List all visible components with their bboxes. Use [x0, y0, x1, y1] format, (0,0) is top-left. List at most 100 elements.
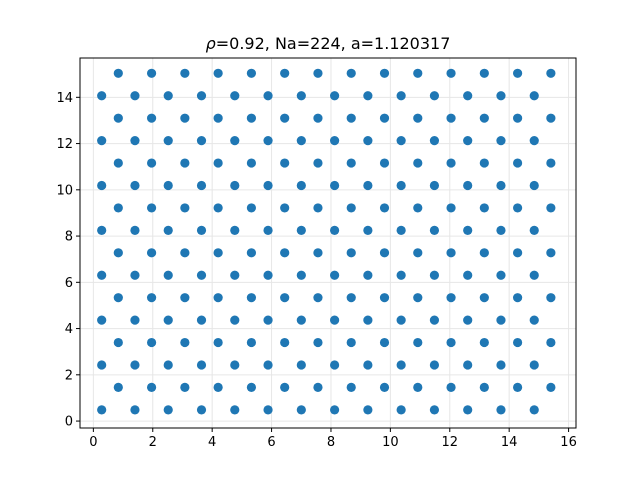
data-point [513, 382, 523, 393]
data-point [396, 91, 406, 101]
data-point [346, 158, 356, 168]
data-point [180, 337, 190, 348]
data-point [363, 225, 373, 235]
data-point [496, 225, 506, 235]
data-point [413, 248, 423, 258]
x-tick-label: 14 [501, 435, 518, 450]
data-point [196, 360, 207, 370]
data-point [429, 180, 440, 191]
data-point [313, 293, 323, 303]
data-point [463, 225, 473, 235]
chart-title: ρ=0.92, Na=224, a=1.120317 [206, 34, 451, 53]
data-point [396, 180, 406, 191]
data-point [230, 136, 240, 146]
y-tick-label: 12 [56, 137, 73, 152]
data-point [97, 360, 107, 370]
data-point [230, 225, 240, 235]
data-point [363, 315, 373, 325]
data-point [513, 248, 523, 258]
data-point [463, 270, 473, 280]
data-point [113, 337, 123, 348]
data-point [180, 113, 190, 123]
data-point [379, 68, 390, 78]
data-point [263, 315, 273, 325]
data-point [363, 180, 373, 191]
data-point [196, 315, 207, 325]
data-point [379, 158, 390, 168]
data-point [213, 293, 223, 303]
data-point [446, 337, 456, 348]
data-point [529, 225, 539, 235]
data-point [479, 337, 489, 348]
y-tick-label: 0 [65, 415, 73, 430]
data-point [330, 136, 340, 146]
data-point [546, 337, 556, 348]
data-point [213, 203, 223, 213]
data-point [330, 270, 340, 280]
x-axis: 0 2 4 6 8 10 12 14 16 [89, 428, 577, 450]
data-point [296, 315, 306, 325]
data-point [130, 180, 140, 191]
data-point [146, 382, 157, 393]
data-point [296, 405, 306, 415]
data-point [446, 68, 456, 78]
data-point [213, 158, 223, 168]
data-point [163, 360, 173, 370]
data-point [396, 270, 406, 280]
data-point [429, 91, 440, 101]
data-point [363, 91, 373, 101]
data-point [413, 113, 423, 123]
x-tick-label: 6 [267, 435, 275, 450]
data-point [413, 68, 423, 78]
data-point [130, 270, 140, 280]
data-point [130, 360, 140, 370]
data-point [97, 91, 107, 101]
data-point [213, 337, 223, 348]
data-point [163, 405, 173, 415]
title-symbol: ρ [206, 34, 216, 53]
data-point [529, 270, 539, 280]
x-tick-label: 0 [89, 435, 97, 450]
data-point [346, 68, 356, 78]
data-point [313, 158, 323, 168]
data-point [313, 113, 323, 123]
data-point [213, 113, 223, 123]
data-point [296, 270, 306, 280]
data-point [413, 203, 423, 213]
data-point [296, 136, 306, 146]
data-point [379, 248, 390, 258]
data-point [479, 293, 489, 303]
data-point [313, 248, 323, 258]
data-point [330, 225, 340, 235]
data-point [263, 136, 273, 146]
data-point [296, 91, 306, 101]
data-point [230, 315, 240, 325]
data-point [280, 293, 290, 303]
data-point [446, 293, 456, 303]
data-point [546, 293, 556, 303]
data-point [346, 113, 356, 123]
data-point [113, 113, 123, 123]
data-point [280, 382, 290, 393]
data-point [113, 248, 123, 258]
data-point [429, 315, 440, 325]
data-point [246, 337, 257, 348]
data-point [496, 180, 506, 191]
data-point [379, 382, 390, 393]
data-point [180, 293, 190, 303]
data-point [163, 315, 173, 325]
data-point [130, 405, 140, 415]
data-point [97, 180, 107, 191]
data-point [97, 315, 107, 325]
data-point [280, 158, 290, 168]
data-point [163, 180, 173, 191]
data-point [363, 360, 373, 370]
data-point [230, 180, 240, 191]
data-point [146, 337, 157, 348]
data-point [246, 382, 257, 393]
y-tick-label: 10 [56, 183, 73, 198]
y-tick-label: 2 [65, 368, 73, 383]
data-point [113, 382, 123, 393]
data-point [546, 382, 556, 393]
data-point [463, 405, 473, 415]
